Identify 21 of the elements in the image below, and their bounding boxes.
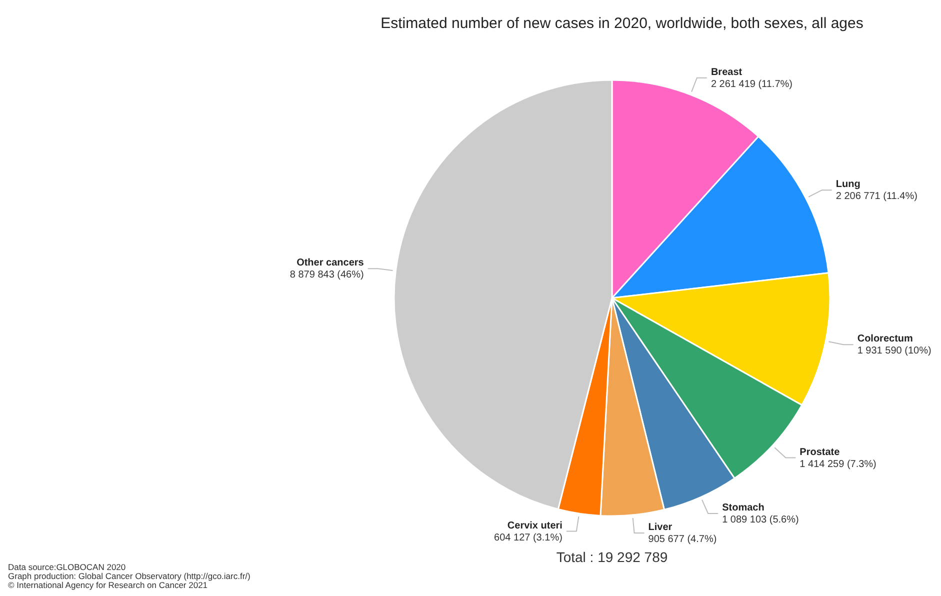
slice-label: Prostate: [800, 446, 840, 458]
slice-label: Colorectum: [857, 334, 914, 345]
slice-label: Stomach: [722, 502, 764, 514]
slice-label: Cervix uteri: [507, 520, 563, 532]
data-label: 2 206 771 (11.4%): [836, 191, 918, 202]
chart-title: Estimated number of new cases in 2020, worldwide, both sexes, all ages: [380, 15, 864, 32]
slice-label: Liver: [648, 522, 672, 533]
text: Total : 19 292 789: [556, 549, 668, 565]
text: © International Agency for Research on Cancer 2021: [8, 580, 208, 590]
data-label: 8 879 843 (46%): [290, 270, 364, 281]
text: Graph production: Global Cancer Observatory (http://gco.iarc.fr/): [8, 571, 251, 581]
source-note: Data source:GLOBOCAN 2020: [8, 562, 126, 572]
data-label: 1 089 103 (5.6%): [722, 514, 799, 526]
slice-label: Other cancers: [296, 258, 364, 269]
slice-label: Breast: [710, 66, 743, 78]
data-label: 2 261 419 (11.7%): [710, 78, 792, 90]
data-label: 1 414 259 (7.3%): [800, 458, 876, 470]
data-label: 905 677 (4.7%): [648, 534, 717, 545]
data-label: 1 931 590 (10%): [857, 346, 932, 357]
data-label: 604 127 (3.1%): [494, 532, 562, 544]
slice-label: Lung: [836, 179, 860, 190]
